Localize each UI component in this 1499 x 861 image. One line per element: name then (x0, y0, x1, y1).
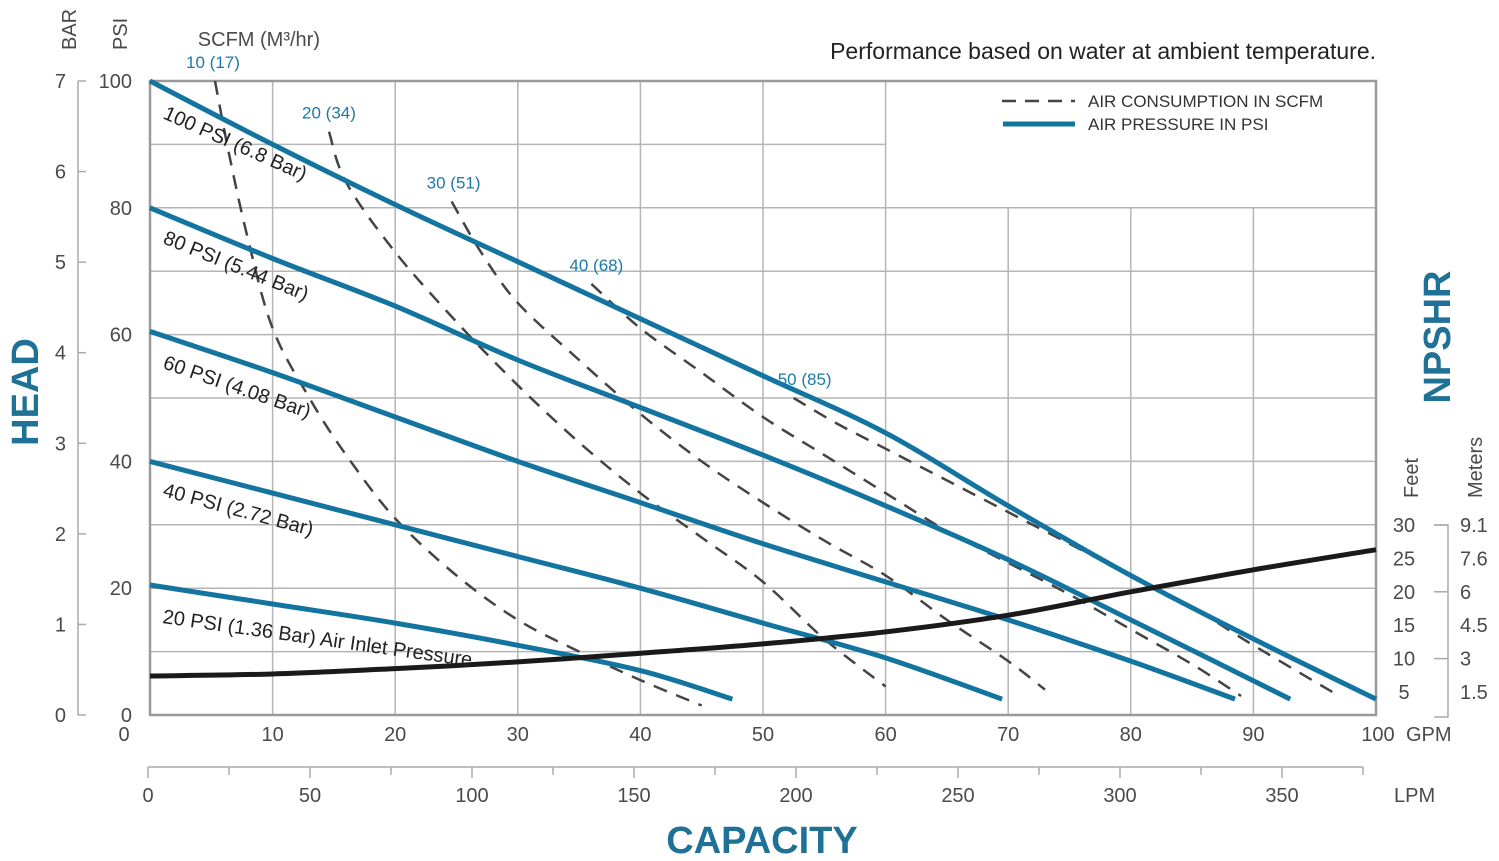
air-consumption-label: 30 (51) (427, 173, 481, 192)
x-tick-lpm: 200 (779, 785, 812, 807)
y-tick-bar: 6 (55, 162, 66, 184)
x-tick-lpm: 0 (142, 785, 153, 807)
x-tick-gpm: 50 (752, 724, 774, 746)
y-tick-bar: 4 (55, 343, 66, 365)
y-tick-psi: 0 (121, 705, 132, 727)
legend-air-pressure: AIR PRESSURE IN PSI (1088, 115, 1268, 134)
gpm-unit-label: GPM (1406, 724, 1452, 746)
air-pressure-label: 20 PSI (1.36 Bar) Air Inlet Pressure (161, 606, 473, 671)
y-tick-bar: 3 (55, 433, 66, 455)
y-tick-psi: 60 (110, 325, 132, 347)
plot-frame (148, 79, 1378, 717)
x-tick-gpm: 10 (261, 724, 283, 746)
y-tick-bar: 0 (55, 705, 66, 727)
y-tick-psi: 80 (110, 198, 132, 220)
head-axis-label: HEAD (5, 338, 47, 446)
feet-unit-label: Feet (1401, 458, 1423, 498)
x-tick-gpm: 0 (118, 724, 129, 746)
y2-tick-meters: 3 (1460, 649, 1471, 671)
grid (150, 81, 1376, 715)
air-pressure-line (149, 329, 1236, 702)
psi-unit-label: PSI (110, 18, 132, 50)
lpm-unit-label: LPM (1394, 785, 1435, 807)
y2-tick-feet: 5 (1398, 682, 1409, 704)
x-tick-gpm: 40 (629, 724, 651, 746)
air-consumption-line (213, 80, 703, 707)
air-consumption-line (792, 396, 1340, 698)
x-tick-lpm: 250 (941, 785, 974, 807)
y2-tick-feet: 25 (1393, 548, 1415, 570)
air-consumption-label: 20 (34) (302, 104, 356, 123)
y2-tick-feet: 30 (1393, 515, 1415, 537)
air-consumption-line (590, 282, 1242, 698)
y2-tick-feet: 10 (1393, 649, 1415, 671)
y-tick-bar: 1 (55, 614, 66, 636)
air-consumption-label: 10 (17) (186, 53, 240, 72)
y2-tick-meters: 7.6 (1460, 548, 1488, 570)
y2-tick-feet: 20 (1393, 582, 1415, 604)
y-tick-psi: 100 (99, 71, 132, 93)
scfm-header: SCFM (M³/hr) (198, 29, 320, 51)
y2-tick-feet: 15 (1393, 615, 1415, 637)
air-consumption-label: 40 (68) (569, 256, 623, 275)
npshr-line (149, 547, 1377, 679)
air-pressure-label: 40 PSI (2.72 Bar) (161, 480, 316, 541)
npshr-axis-label: NPSHR (1417, 270, 1459, 403)
capacity-axis-label: CAPACITY (666, 820, 857, 861)
y-tick-bar: 7 (55, 71, 66, 93)
y-tick-psi: 40 (110, 451, 132, 473)
npshr-axis-bracket (1434, 524, 1449, 718)
air-pressure-line (149, 582, 734, 702)
x-tick-gpm: 20 (384, 724, 406, 746)
y2-tick-meters: 6 (1460, 582, 1471, 604)
x-tick-gpm: 90 (1242, 724, 1264, 746)
y2-tick-meters: 9.1 (1460, 515, 1488, 537)
air-pressure-curves (148, 78, 1378, 702)
x-tick-gpm: 30 (507, 724, 529, 746)
legend: AIR CONSUMPTION IN SCFM AIR PRESSURE IN … (1002, 92, 1323, 134)
x-tick-gpm: 80 (1120, 724, 1142, 746)
y-tick-bar: 5 (55, 252, 66, 274)
npshr-curve (149, 547, 1377, 679)
bar-unit-label: BAR (59, 9, 81, 50)
axes (77, 79, 1449, 778)
x-tick-lpm: 50 (299, 785, 321, 807)
x-tick-lpm: 350 (1265, 785, 1298, 807)
x-tick-gpm: 60 (874, 724, 896, 746)
y-tick-bar: 2 (55, 524, 66, 546)
x-tick-lpm: 150 (617, 785, 650, 807)
y2-tick-meters: 1.5 (1460, 682, 1488, 704)
y-tick-psi: 20 (110, 578, 132, 600)
x-tick-gpm: 70 (997, 724, 1019, 746)
air-pressure-line (148, 78, 1378, 702)
air-pressure-line (149, 458, 1003, 702)
legend-air-consumption: AIR CONSUMPTION IN SCFM (1088, 92, 1323, 111)
meters-unit-label: Meters (1465, 437, 1487, 498)
air-consumption-line (450, 200, 1046, 691)
y2-tick-meters: 4.5 (1460, 615, 1488, 637)
air-consumption-line (327, 131, 887, 688)
air-pressure-line (149, 205, 1292, 702)
x-tick-lpm: 300 (1103, 785, 1136, 807)
chart-title: Performance based on water at ambient te… (830, 38, 1376, 64)
x-tick-lpm: 100 (455, 785, 488, 807)
x-tick-gpm: 100 (1361, 724, 1394, 746)
air-consumption-label: 50 (85) (778, 370, 832, 389)
air-consumption-curves (213, 80, 1340, 707)
